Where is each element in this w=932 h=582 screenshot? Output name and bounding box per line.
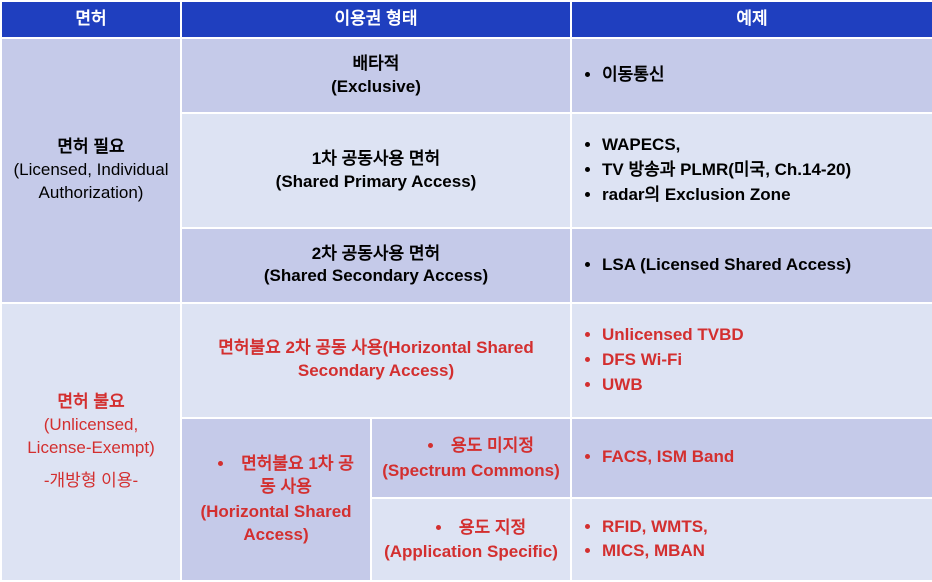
- list-item: MICS, MBAN: [602, 540, 922, 563]
- list-item: Unlicensed TVBD: [602, 324, 922, 347]
- table-row: 면허 불요 (Unlicensed, License-Exempt) -개방형 …: [1, 303, 932, 417]
- licensed-type-2: 2차 공동사용 면허 (Shared Secondary Access): [181, 228, 571, 303]
- list-item: UWB: [602, 374, 922, 397]
- unlicensed-sub1-examples: FACS, ISM Band: [571, 418, 932, 498]
- table-row: 면허 필요 (Licensed, Individual Authorizatio…: [1, 38, 932, 113]
- licensed-type-0-ko: 배타적: [192, 53, 560, 76]
- unlicensed-sub2: 용도 지정 (Application Specific): [371, 498, 571, 581]
- list-item: DFS Wi-Fi: [602, 349, 922, 372]
- list-item: FACS, ISM Band: [602, 446, 922, 469]
- licensed-examples-1: WAPECS, TV 방송과 PLMR(미국, Ch.14-20) radar의…: [571, 113, 932, 227]
- unlicensed-sub1-ko: 용도 미지정: [451, 436, 534, 455]
- licensed-label-en: (Licensed, Individual Authorization): [12, 159, 170, 205]
- list-item: radar의 Exclusion Zone: [602, 184, 922, 207]
- header-examples: 예제: [571, 1, 932, 38]
- licensed-type-1-en: (Shared Primary Access): [192, 171, 560, 194]
- licensed-type-0: 배타적 (Exclusive): [181, 38, 571, 113]
- licensed-examples-0: 이동통신: [571, 38, 932, 113]
- licensed-type-1-ko: 1차 공동사용 면허: [192, 148, 560, 171]
- header-license: 면허: [1, 1, 181, 38]
- unlicensed-sub2-ko: 용도 지정: [459, 518, 526, 537]
- list-item: WAPECS,: [602, 134, 922, 157]
- list-item: TV 방송과 PLMR(미국, Ch.14-20): [602, 159, 922, 182]
- licensed-type-1: 1차 공동사용 면허 (Shared Primary Access): [181, 113, 571, 227]
- licensed-type-2-en: (Shared Secondary Access): [192, 265, 560, 288]
- licensed-type-2-ko: 2차 공동사용 면허: [192, 243, 560, 266]
- licensed-label-ko: 면허 필요: [12, 136, 170, 159]
- unlicensed-secondary-examples: Unlicensed TVBD DFS Wi-Fi UWB: [571, 303, 932, 417]
- unlicensed-primary-ko: 면허불요 1차 공동 사용: [212, 453, 360, 499]
- table: 면허 이용권 형태 예제 면허 필요 (Licensed, Individual…: [0, 0, 932, 582]
- unlicensed-sub1-en: (Spectrum Commons): [382, 460, 560, 483]
- unlicensed-sub2-examples: RFID, WMTS, MICS, MBAN: [571, 498, 932, 581]
- unlicensed-secondary-text: 면허불요 2차 공동 사용(Horizontal Shared Secondar…: [218, 338, 534, 380]
- unlicensed-primary-en: (Horizontal Shared Access): [192, 501, 360, 547]
- unlicensed-sub2-en: (Application Specific): [382, 541, 560, 564]
- licensed-examples-2: LSA (Licensed Shared Access): [571, 228, 932, 303]
- unlicensed-secondary: 면허불요 2차 공동 사용(Horizontal Shared Secondar…: [181, 303, 571, 417]
- unlicensed-label-en: (Unlicensed, License-Exempt): [12, 414, 170, 460]
- unlicensed-label-ko: 면허 불요: [12, 391, 170, 414]
- licensed-type-0-en: (Exclusive): [192, 76, 560, 99]
- unlicensed-sub1: 용도 미지정 (Spectrum Commons): [371, 418, 571, 498]
- unlicensed-label-note: -개방형 이용-: [12, 470, 170, 493]
- unlicensed-rowhead: 면허 불요 (Unlicensed, License-Exempt) -개방형 …: [1, 303, 181, 581]
- header-usage-type: 이용권 형태: [181, 1, 571, 38]
- licensed-rowhead: 면허 필요 (Licensed, Individual Authorizatio…: [1, 38, 181, 303]
- list-item: LSA (Licensed Shared Access): [602, 254, 922, 277]
- list-item: 이동통신: [602, 64, 922, 87]
- unlicensed-primary: 면허불요 1차 공동 사용 (Horizontal Shared Access): [181, 418, 371, 581]
- spectrum-license-table: 면허 이용권 형태 예제 면허 필요 (Licensed, Individual…: [0, 0, 932, 582]
- list-item: RFID, WMTS,: [602, 516, 922, 539]
- header-row: 면허 이용권 형태 예제: [1, 1, 932, 38]
